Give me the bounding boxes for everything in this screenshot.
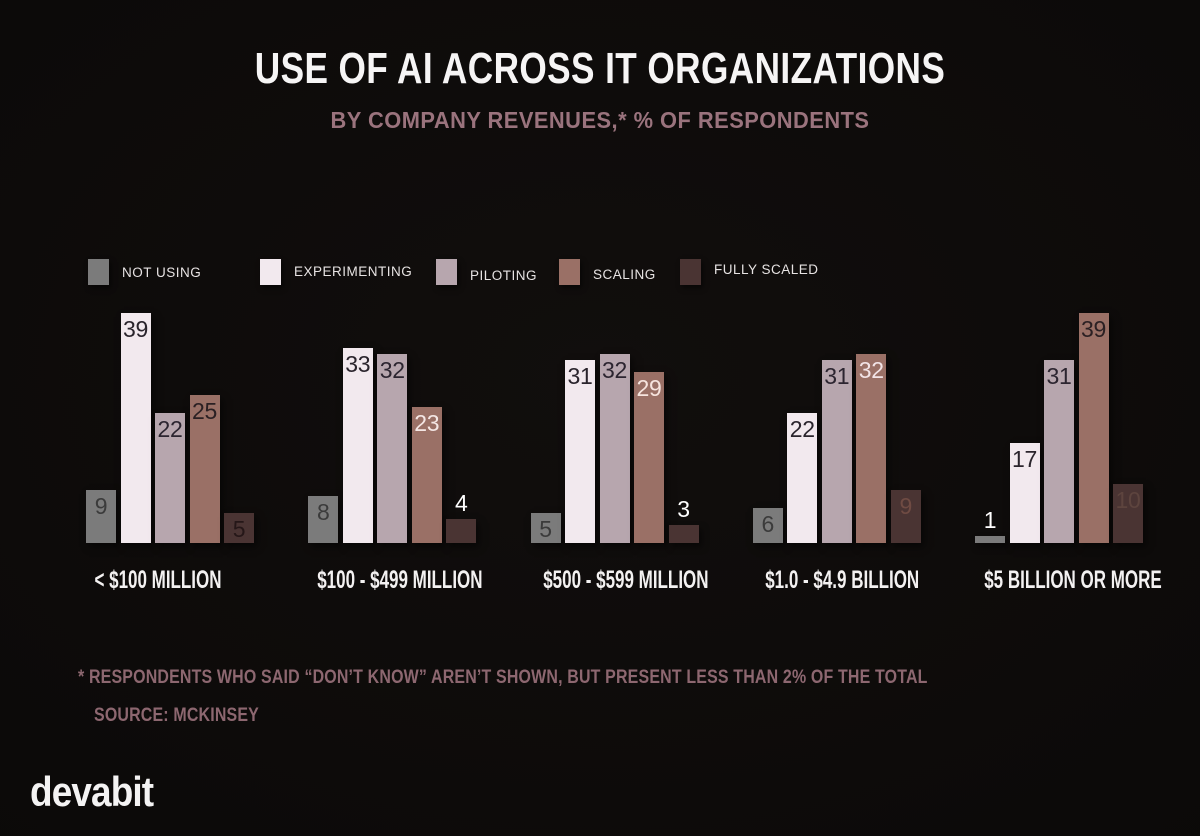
bar-value-label: 29 [636, 375, 662, 401]
bar-value-label: 5 [539, 516, 552, 542]
bar-value-label: 6 [761, 511, 775, 537]
bar-value-label: 3 [677, 496, 690, 522]
bar [86, 490, 116, 543]
bar [411, 407, 442, 543]
bar-value-label: 10 [1115, 487, 1141, 513]
category-label: $100 - $499 MILLION [317, 566, 483, 594]
bar-value-label: 31 [567, 363, 593, 389]
page-subtitle: BY COMPANY REVENUES,* % OF RESPONDENTS [330, 107, 870, 133]
bar-value-label: 31 [824, 363, 850, 389]
bar [224, 513, 254, 543]
legend-swatch [559, 259, 580, 285]
bar-value-label: 22 [157, 416, 183, 442]
bar-value-label: 23 [414, 410, 440, 436]
bar [1078, 313, 1109, 543]
bar [599, 354, 630, 543]
page-title: USE OF AI ACROSS IT ORGANIZATIONS [254, 44, 946, 93]
source-text: SOURCE: MCKINSEY [94, 705, 259, 726]
legend-label: NOT USING [122, 265, 202, 280]
bar [377, 354, 408, 543]
legend-label: EXPERIMENTING [294, 264, 413, 279]
bar [1009, 443, 1040, 543]
category-label: $500 - $599 MILLION [543, 566, 709, 594]
legend-swatch [260, 259, 281, 285]
bar-value-label: 32 [602, 357, 627, 383]
bar-value-label: 32 [858, 357, 884, 383]
category-label: < $100 MILLION [94, 566, 222, 594]
bar [342, 348, 373, 543]
bar [1044, 360, 1074, 543]
category-label: $1.0 - $4.9 BILLION [765, 566, 920, 594]
bar [890, 490, 921, 543]
bar-value-label: 5 [232, 516, 246, 542]
bar [975, 536, 1005, 543]
bar-value-label: 33 [345, 351, 371, 377]
bar-value-label: 31 [1046, 363, 1072, 389]
legend-swatch [88, 259, 109, 285]
bar-value-label: 1 [983, 507, 997, 533]
legend-label: SCALING [593, 267, 656, 282]
bar [856, 354, 887, 543]
legend-swatch [436, 259, 457, 285]
bar [565, 360, 595, 543]
devabit-logo: devabit [30, 768, 154, 815]
bar [530, 513, 561, 543]
bar-value-label: 39 [123, 316, 148, 342]
bar [189, 395, 220, 543]
bar-value-label: 8 [317, 499, 330, 525]
bar [752, 508, 783, 543]
bar [446, 519, 477, 543]
bar [155, 413, 185, 543]
bar-value-label: 22 [789, 416, 815, 442]
bar [120, 313, 151, 543]
bar [1113, 484, 1143, 543]
bar-value-label: 39 [1081, 316, 1106, 342]
bar-value-label: 9 [94, 493, 108, 519]
bar-value-label: 9 [899, 493, 913, 519]
bar-value-label: 25 [192, 398, 217, 424]
bar-value-label: 17 [1012, 446, 1037, 472]
bar [821, 360, 852, 543]
bar [308, 496, 339, 543]
legend-label: FULLY SCALED [714, 262, 819, 277]
bar-value-label: 4 [455, 490, 468, 516]
legend-swatch [680, 259, 701, 285]
category-label: $5 BILLION OR MORE [984, 566, 1162, 594]
footnote-text: * RESPONDENTS WHO SAID “DON’T KNOW” AREN… [78, 667, 928, 688]
bar-value-label: 32 [379, 357, 405, 383]
bar [787, 413, 818, 543]
legend-label: PILOTING [470, 268, 538, 283]
bar [634, 372, 664, 543]
bar [668, 525, 699, 543]
